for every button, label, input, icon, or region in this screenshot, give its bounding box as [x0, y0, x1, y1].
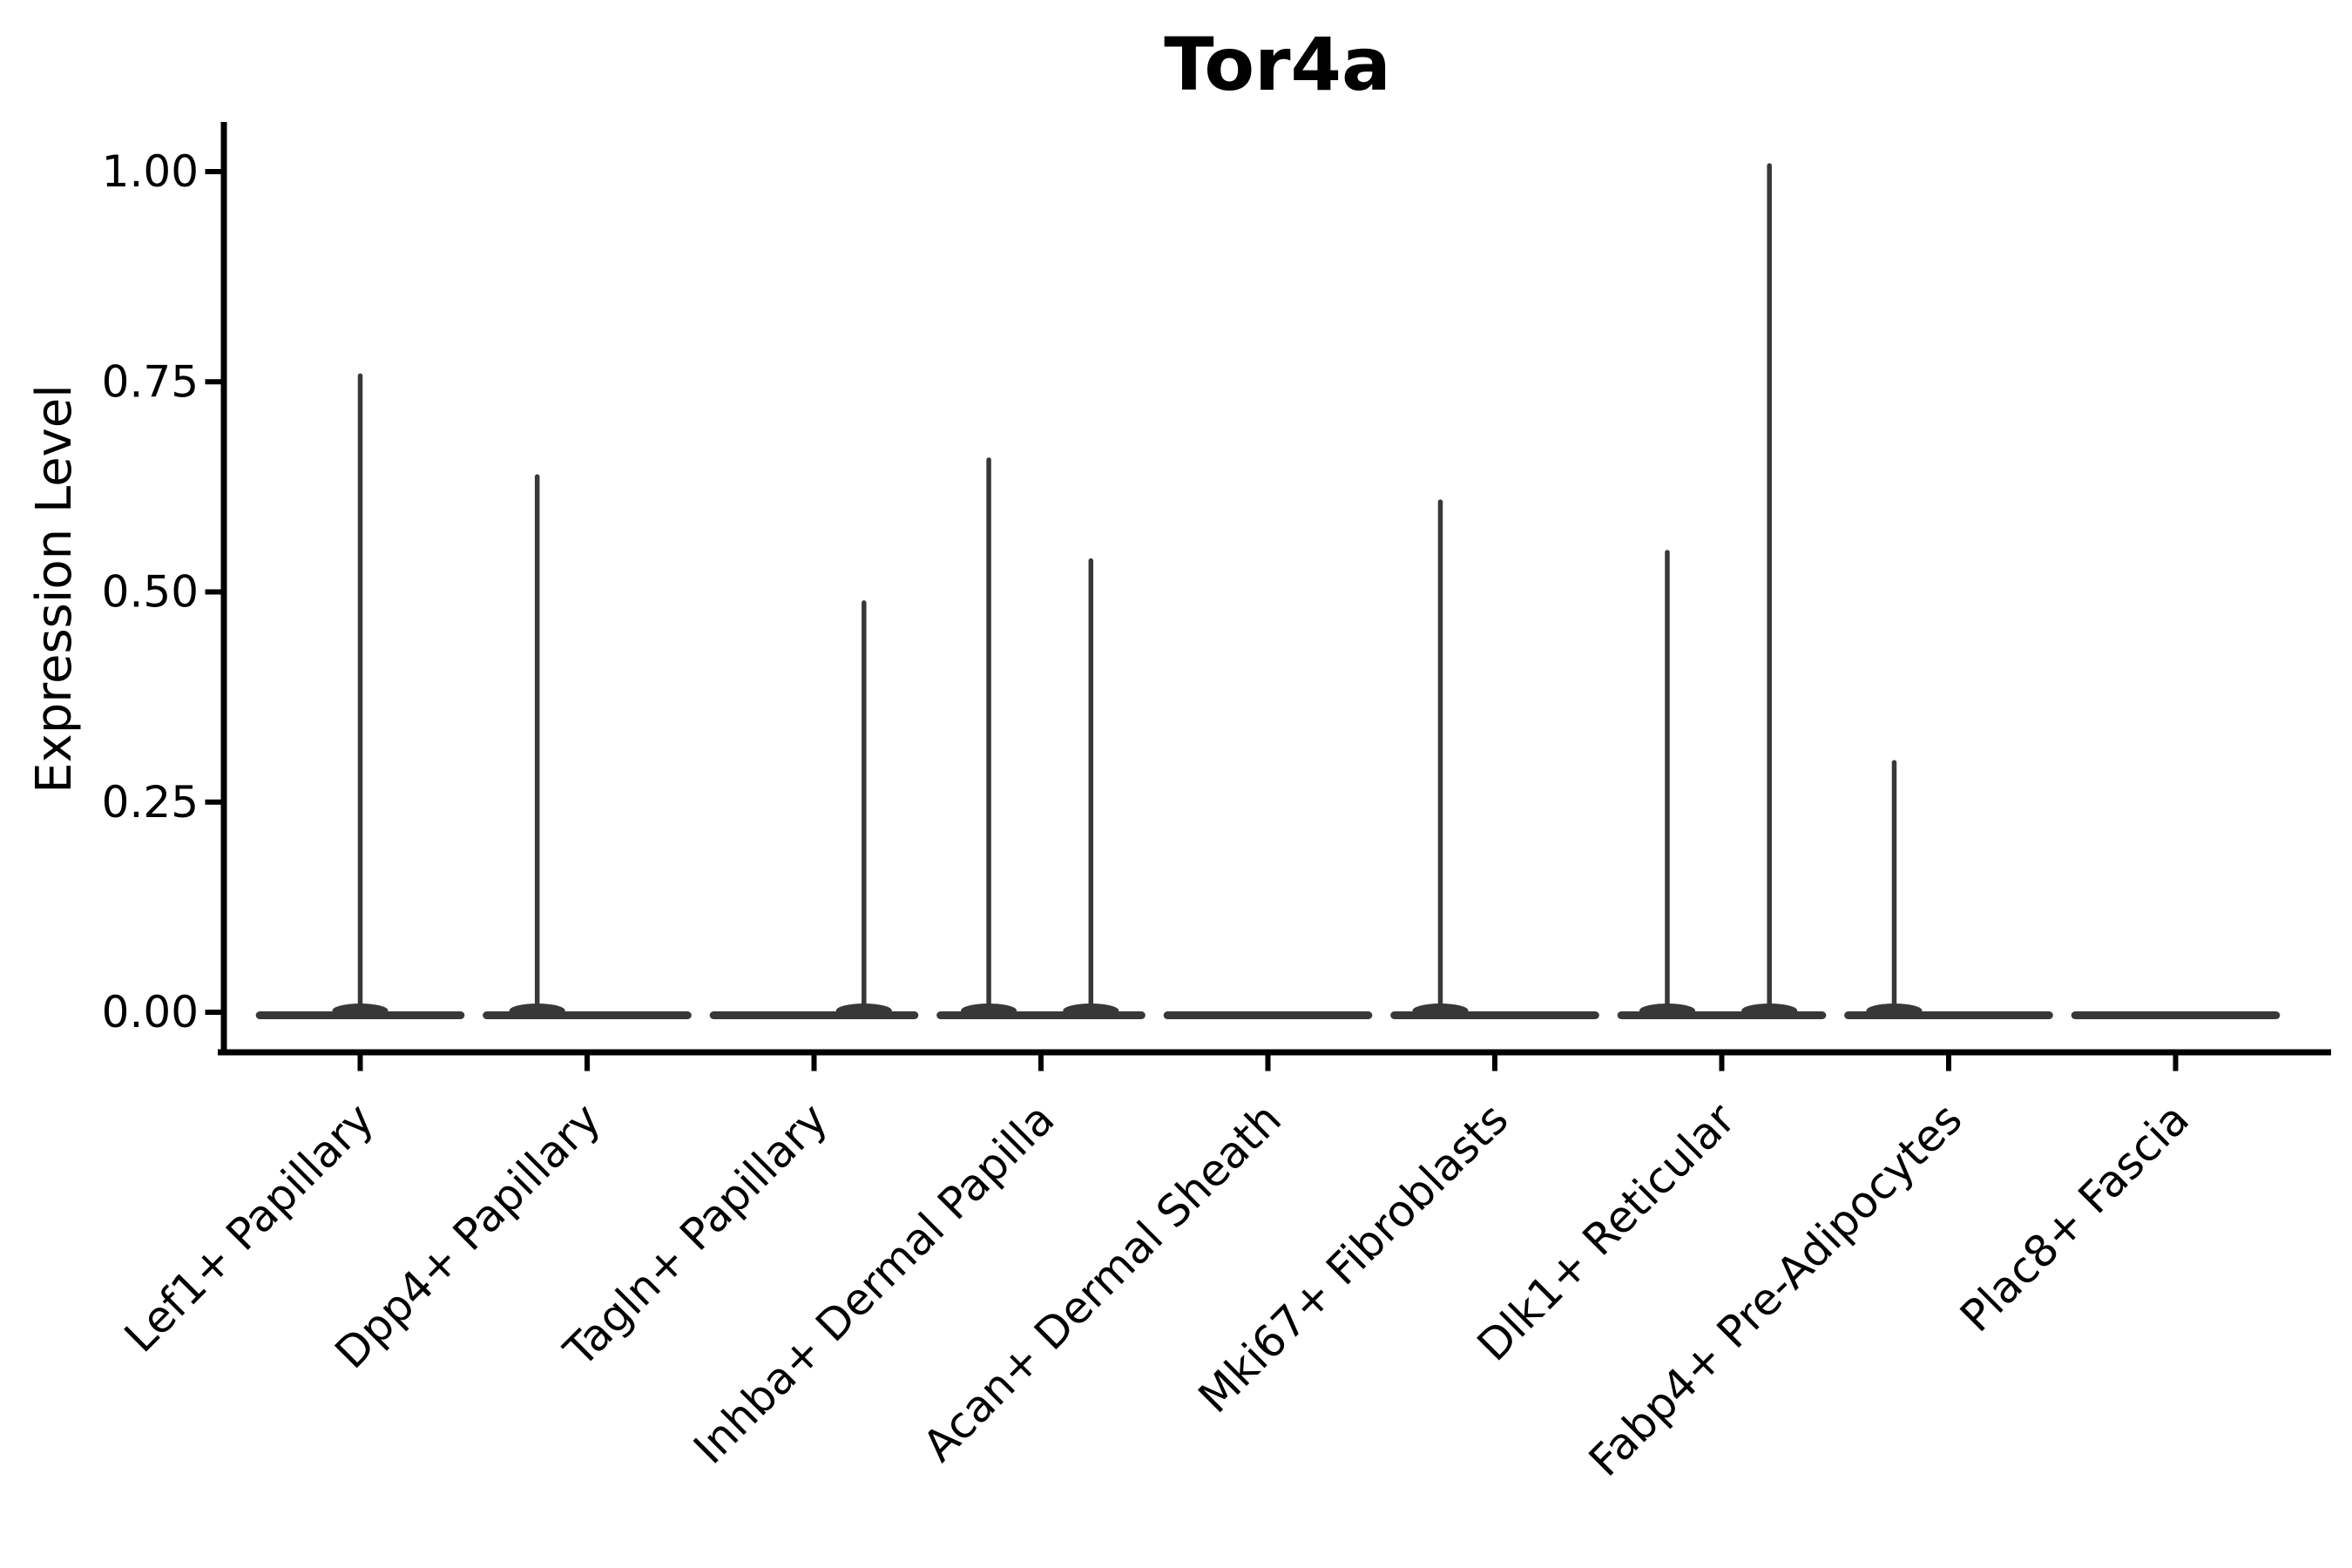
x-tick-label: Acan+ Dermal Sheath	[913, 1093, 1291, 1471]
y-tick-label: 0.50	[102, 567, 199, 618]
x-axis-spine	[218, 1049, 2331, 1056]
x-tick	[2173, 1055, 2179, 1071]
chart-title: Tor4a	[1164, 22, 1391, 107]
x-tick	[585, 1055, 590, 1071]
y-tick-label: 0.25	[102, 777, 199, 828]
y-axis-spine	[220, 122, 227, 1056]
x-tick	[811, 1055, 817, 1071]
x-tick	[1719, 1055, 1725, 1071]
violin-base	[2071, 1011, 2281, 1019]
violin-spike	[1665, 550, 1670, 1015]
violin-spike	[1088, 558, 1094, 1015]
violin-spike	[357, 373, 363, 1016]
violin-spike	[1437, 499, 1443, 1015]
y-axis-label: Expression Level	[26, 384, 83, 794]
x-tick-label: Inhba+ Dermal Papilla	[684, 1093, 1064, 1473]
y-tick	[205, 169, 221, 174]
y-tick	[205, 1010, 221, 1015]
y-tick	[205, 799, 221, 805]
x-tick-label: Fabp4+ Pre-Adipocytes	[1579, 1093, 1972, 1486]
x-tick-label: Plac8+ Fascia	[1950, 1093, 2199, 1342]
y-tick-label: 0.75	[102, 356, 199, 407]
x-tick	[1946, 1055, 1951, 1071]
violin-spike	[862, 600, 867, 1015]
x-tick	[1038, 1055, 1044, 1071]
violin-base	[1163, 1011, 1373, 1019]
y-tick	[205, 589, 221, 595]
violin-spike	[1891, 760, 1897, 1015]
x-tick	[1265, 1055, 1271, 1071]
x-tick	[1492, 1055, 1497, 1071]
y-tick-label: 0.00	[102, 987, 199, 1037]
x-tick-label: Lef1+ Papillary	[115, 1093, 383, 1362]
violin-spike	[1767, 163, 1772, 1016]
violin-spike	[534, 474, 540, 1015]
violin-spike	[986, 457, 991, 1015]
y-tick	[205, 379, 221, 385]
x-tick	[357, 1055, 363, 1071]
y-tick-label: 1.00	[102, 146, 199, 197]
